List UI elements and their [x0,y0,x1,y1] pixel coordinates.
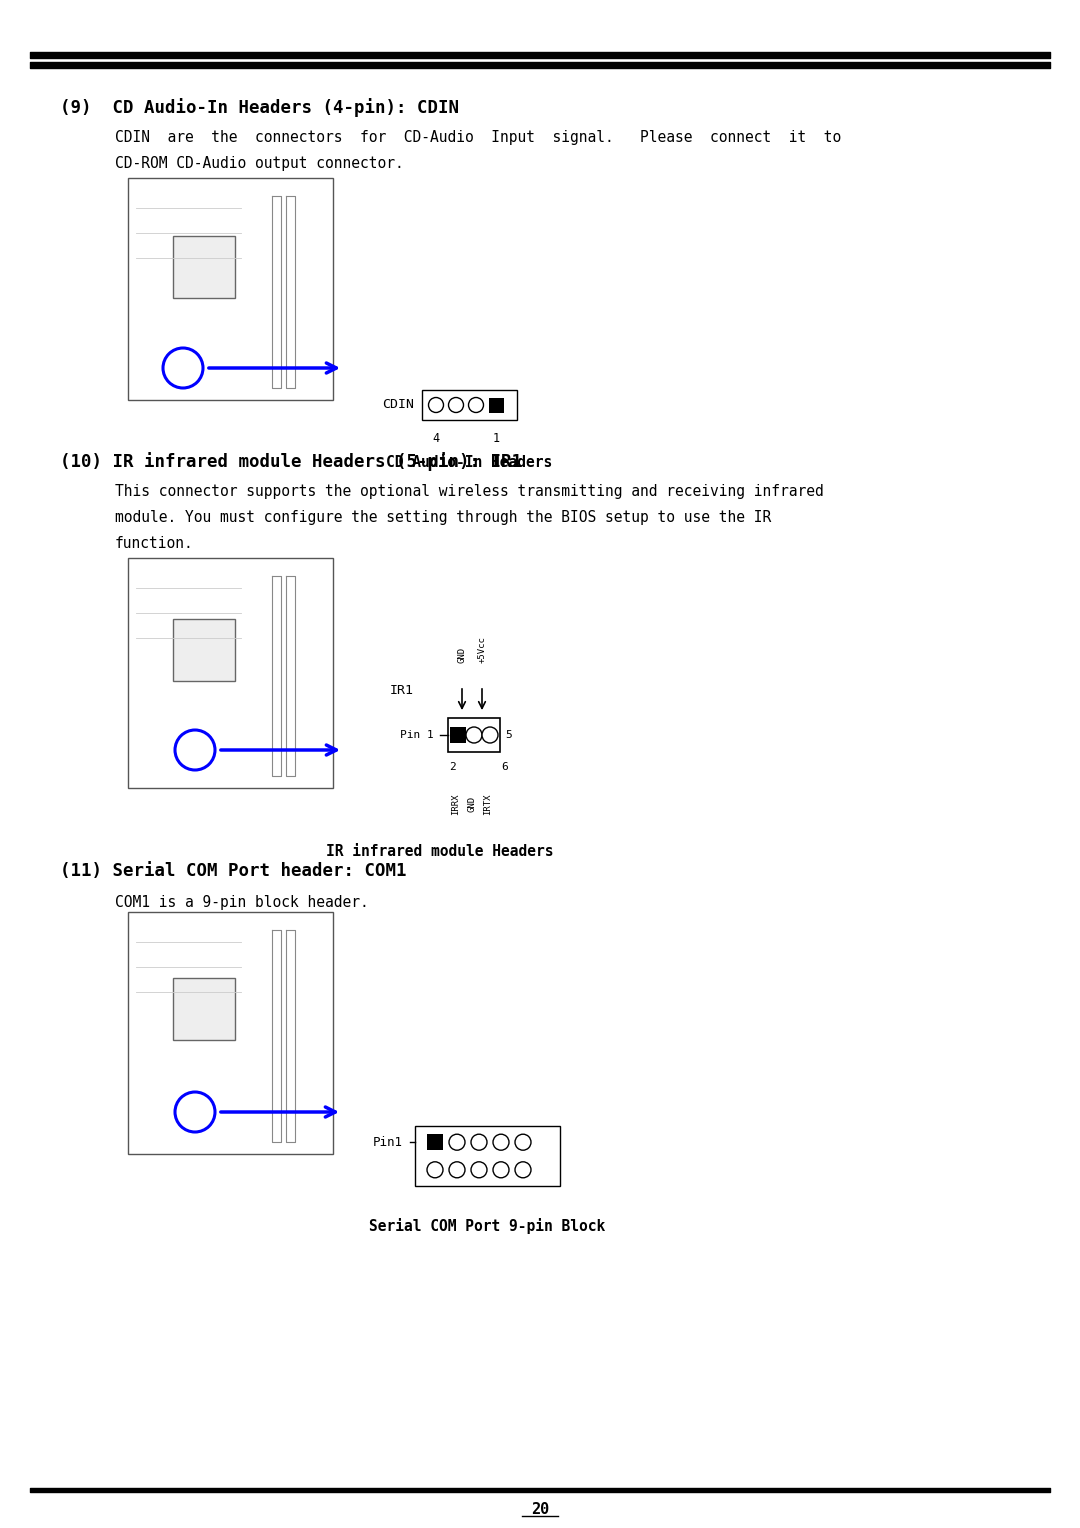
Text: 20: 20 [531,1502,549,1517]
Bar [129,912,333,1154]
Text: 4: 4 [432,432,440,445]
Circle shape [427,1161,443,1178]
Bar [173,235,234,298]
Circle shape [448,397,463,413]
Bar [422,390,517,420]
Circle shape [429,397,444,413]
Circle shape [492,1134,509,1151]
Bar [173,619,234,681]
Text: IR1: IR1 [390,683,414,697]
Text: COM1 is a 9-pin block header.: COM1 is a 9-pin block header. [114,895,368,911]
Text: Serial COM Port 9-pin Block: Serial COM Port 9-pin Block [369,1218,606,1235]
Circle shape [482,727,498,743]
Bar [448,718,500,752]
Bar [415,1126,561,1186]
Text: 1: 1 [492,432,500,445]
Text: Pin1: Pin1 [373,1135,403,1149]
Circle shape [492,1161,509,1178]
Text: (11) Serial COM Port header: COM1: (11) Serial COM Port header: COM1 [60,862,406,880]
Text: IR infrared module Headers: IR infrared module Headers [326,843,554,859]
Text: CDIN: CDIN [382,399,414,411]
Text: 2: 2 [448,762,456,772]
Text: IRTX: IRTX [484,793,492,814]
Circle shape [449,1161,465,1178]
Bar [129,177,333,400]
Circle shape [515,1161,531,1178]
Bar [488,397,503,413]
Text: module. You must configure the setting through the BIOS setup to use the IR: module. You must configure the setting t… [114,510,771,526]
Text: function.: function. [114,536,193,552]
Text: 6: 6 [501,762,509,772]
Bar [450,727,465,743]
Bar [173,978,234,1039]
Text: (10) IR infrared module Headers (5-pin): IR1: (10) IR infrared module Headers (5-pin):… [60,452,522,471]
Text: +5Vcc: +5Vcc [477,636,486,663]
Text: CD-ROM CD-Audio output connector.: CD-ROM CD-Audio output connector. [114,156,404,171]
Circle shape [469,397,484,413]
Text: This connector supports the optional wireless transmitting and receiving infrare: This connector supports the optional wir… [114,484,824,500]
Circle shape [449,1134,465,1151]
Circle shape [465,727,482,743]
Circle shape [471,1161,487,1178]
Text: (9)  CD Audio-In Headers (4-pin): CDIN: (9) CD Audio-In Headers (4-pin): CDIN [60,98,459,118]
Text: 5: 5 [505,730,512,740]
Text: GND: GND [458,646,467,663]
Text: GND: GND [468,796,476,811]
Text: CDIN  are  the  connectors  for  CD-Audio  Input  signal.   Please  connect  it : CDIN are the connectors for CD-Audio Inp… [114,130,841,145]
Circle shape [471,1134,487,1151]
Text: Pin 1: Pin 1 [400,730,434,740]
Circle shape [515,1134,531,1151]
Bar [427,1134,443,1151]
Text: CD Audio-In Headers: CD Audio-In Headers [387,455,553,471]
Text: IRRX: IRRX [451,793,460,814]
Bar [129,558,333,788]
